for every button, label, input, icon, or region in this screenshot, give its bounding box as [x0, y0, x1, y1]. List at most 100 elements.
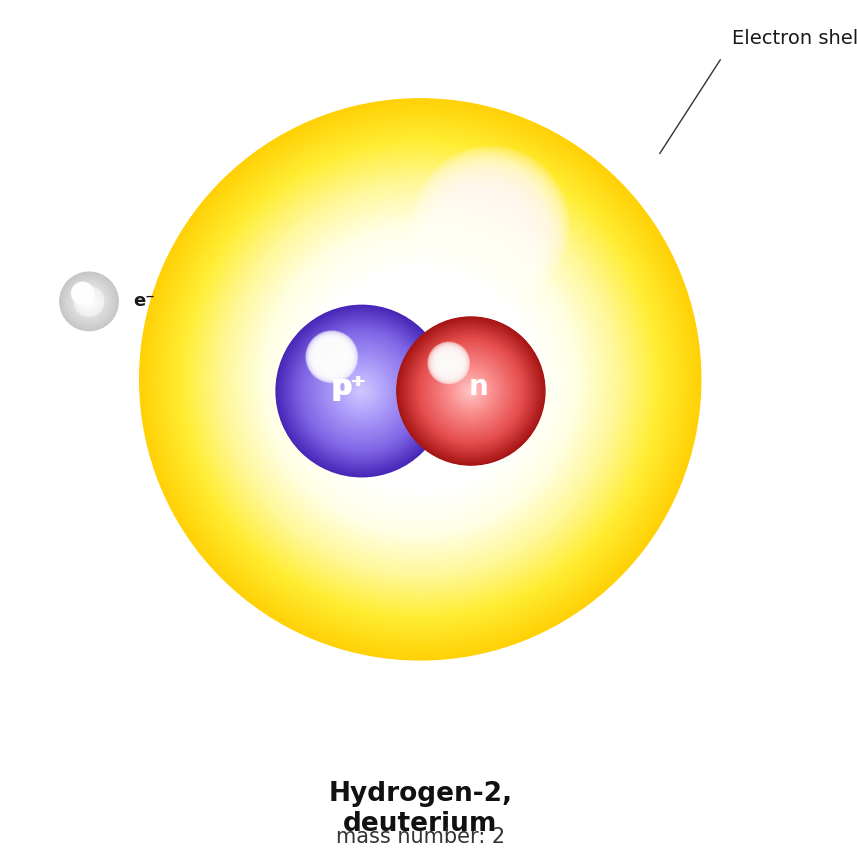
- Circle shape: [448, 368, 494, 414]
- Circle shape: [341, 371, 382, 412]
- Circle shape: [399, 359, 441, 401]
- Circle shape: [408, 329, 534, 454]
- Circle shape: [273, 232, 567, 526]
- Circle shape: [82, 295, 95, 308]
- Circle shape: [428, 349, 512, 433]
- Circle shape: [63, 275, 116, 328]
- Circle shape: [328, 260, 512, 443]
- Circle shape: [153, 112, 688, 648]
- Circle shape: [263, 222, 578, 537]
- Circle shape: [224, 183, 616, 575]
- Circle shape: [446, 366, 495, 415]
- Circle shape: [461, 381, 481, 401]
- Circle shape: [356, 384, 369, 397]
- Circle shape: [317, 347, 406, 435]
- Circle shape: [312, 337, 351, 377]
- Circle shape: [177, 137, 663, 622]
- Circle shape: [296, 324, 428, 458]
- Circle shape: [304, 334, 419, 448]
- Circle shape: [402, 361, 439, 397]
- Circle shape: [186, 145, 655, 613]
- Circle shape: [427, 347, 515, 435]
- Circle shape: [327, 352, 337, 362]
- Text: mass number: 2: mass number: 2: [336, 827, 505, 847]
- Circle shape: [63, 275, 115, 328]
- Circle shape: [312, 272, 528, 488]
- Circle shape: [316, 346, 407, 437]
- Circle shape: [291, 320, 434, 463]
- Circle shape: [434, 168, 548, 282]
- Circle shape: [309, 268, 531, 490]
- Circle shape: [79, 290, 86, 297]
- Circle shape: [424, 344, 518, 438]
- Circle shape: [342, 371, 381, 411]
- Circle shape: [279, 308, 445, 474]
- Circle shape: [88, 300, 90, 303]
- Circle shape: [466, 386, 476, 396]
- Circle shape: [321, 347, 342, 367]
- Circle shape: [73, 286, 105, 317]
- Circle shape: [343, 302, 497, 457]
- Circle shape: [435, 349, 462, 377]
- Circle shape: [336, 295, 505, 464]
- Circle shape: [319, 279, 521, 481]
- Circle shape: [141, 101, 699, 659]
- Circle shape: [213, 172, 628, 587]
- Circle shape: [318, 277, 523, 482]
- Circle shape: [400, 359, 440, 399]
- Circle shape: [417, 377, 423, 382]
- Circle shape: [453, 373, 488, 408]
- Circle shape: [249, 208, 591, 550]
- Circle shape: [153, 113, 686, 646]
- Circle shape: [395, 354, 446, 404]
- Circle shape: [217, 176, 624, 583]
- Circle shape: [337, 366, 387, 416]
- Circle shape: [446, 366, 496, 416]
- Circle shape: [459, 379, 482, 402]
- Circle shape: [303, 263, 536, 495]
- Circle shape: [80, 292, 99, 311]
- Circle shape: [453, 374, 488, 408]
- Circle shape: [315, 274, 525, 484]
- Circle shape: [281, 241, 559, 519]
- Text: p⁺: p⁺: [331, 373, 365, 401]
- Circle shape: [243, 203, 597, 556]
- Circle shape: [238, 197, 602, 562]
- Circle shape: [259, 218, 582, 541]
- Circle shape: [352, 382, 371, 400]
- Circle shape: [77, 288, 88, 298]
- Circle shape: [430, 350, 512, 432]
- Circle shape: [67, 279, 111, 324]
- Circle shape: [417, 152, 563, 298]
- Circle shape: [274, 233, 566, 525]
- Circle shape: [326, 355, 398, 427]
- Circle shape: [363, 322, 477, 437]
- Circle shape: [405, 324, 537, 458]
- Circle shape: [402, 322, 540, 460]
- Circle shape: [78, 289, 87, 298]
- Circle shape: [270, 230, 570, 530]
- Circle shape: [344, 373, 380, 408]
- Circle shape: [354, 384, 369, 399]
- Circle shape: [277, 237, 563, 522]
- Circle shape: [334, 364, 389, 418]
- Circle shape: [440, 360, 501, 422]
- Circle shape: [435, 356, 506, 427]
- Circle shape: [417, 337, 525, 445]
- Circle shape: [423, 158, 557, 292]
- Circle shape: [435, 355, 506, 427]
- Circle shape: [466, 387, 475, 396]
- Circle shape: [269, 228, 572, 531]
- Circle shape: [293, 322, 430, 459]
- Circle shape: [414, 334, 528, 448]
- Circle shape: [223, 181, 618, 577]
- Circle shape: [158, 117, 682, 642]
- Circle shape: [470, 390, 472, 392]
- Circle shape: [283, 311, 441, 470]
- Circle shape: [406, 366, 434, 393]
- Circle shape: [280, 310, 443, 472]
- Circle shape: [256, 215, 584, 544]
- Circle shape: [351, 380, 373, 402]
- Circle shape: [169, 128, 671, 630]
- Circle shape: [325, 353, 399, 428]
